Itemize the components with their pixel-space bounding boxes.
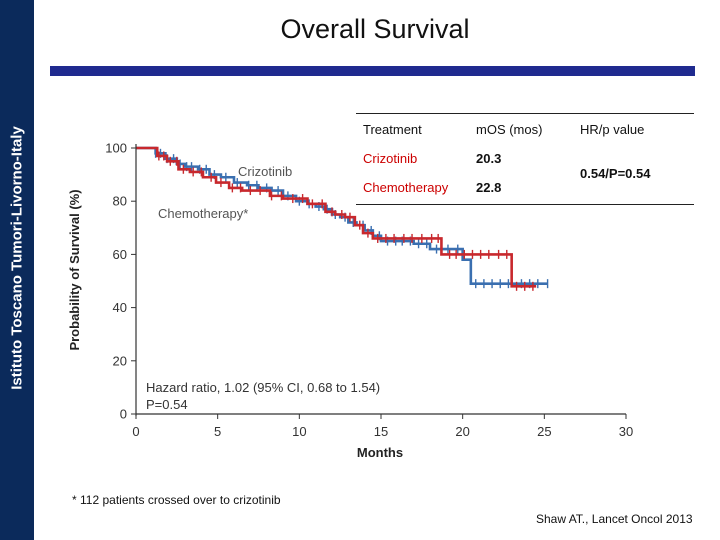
x-tick-label: 25 bbox=[537, 424, 551, 439]
summary-table: Treatment mOS (mos) HR/p value Crizotini… bbox=[356, 113, 694, 205]
slide-title: Overall Survival bbox=[280, 14, 470, 44]
p-value-annotation: P=0.54 bbox=[146, 397, 188, 412]
table-hr-p-value: 0.54/P=0.54 bbox=[580, 166, 651, 181]
survival-chart: 0 20 40 60 80 100 0 5 10 15 20 25 30 Probability of … bbox=[67, 141, 633, 461]
table-row-crizotinib-treatment: Crizotinib bbox=[363, 151, 418, 166]
crizotinib-series-label: Crizotinib bbox=[238, 164, 292, 179]
footnote: * 112 patients crossed over to crizotini… bbox=[72, 493, 281, 507]
institution-label: Istituto Toscano Tumori-Livorno-Italy bbox=[8, 126, 26, 390]
y-tick-label: 80 bbox=[113, 194, 127, 209]
x-tick-label: 0 bbox=[132, 424, 139, 439]
table-row-chemotherapy-treatment: Chemotherapy bbox=[363, 180, 449, 195]
y-axis-label: Probability of Survival (%) bbox=[67, 189, 82, 350]
x-axis-label: Months bbox=[357, 445, 403, 460]
table-row-crizotinib-mos: 20.3 bbox=[476, 151, 502, 166]
title-underline-bar bbox=[50, 66, 695, 76]
table-row-chemotherapy-mos: 22.8 bbox=[476, 180, 502, 195]
y-tick-label: 0 bbox=[120, 407, 127, 422]
x-tick-label: 15 bbox=[374, 424, 388, 439]
series-line-chemotherapy bbox=[136, 146, 537, 288]
hazard-ratio-annotation: Hazard ratio, 1.02 (95% CI, 0.68 to 1.54… bbox=[146, 380, 380, 395]
x-tick-label: 5 bbox=[214, 424, 221, 439]
citation: Shaw AT., Lancet Oncol 2013 bbox=[536, 512, 693, 526]
y-tick-label: 20 bbox=[113, 353, 127, 368]
y-tick-label: 40 bbox=[113, 300, 127, 315]
y-tick-label: 100 bbox=[105, 141, 127, 156]
x-tick-label: 20 bbox=[455, 424, 469, 439]
sidebar-band: Istituto Toscano Tumori-Livorno-Italy bbox=[0, 0, 34, 540]
chemotherapy-series-label: Chemotherapy* bbox=[158, 206, 248, 221]
y-tick-label: 60 bbox=[113, 247, 127, 262]
x-tick-label: 10 bbox=[292, 424, 306, 439]
table-header-mos: mOS (mos) bbox=[476, 122, 543, 137]
table-header-hr-p: HR/p value bbox=[580, 122, 645, 137]
x-tick-label: 30 bbox=[619, 424, 633, 439]
table-header-treatment: Treatment bbox=[363, 122, 422, 137]
